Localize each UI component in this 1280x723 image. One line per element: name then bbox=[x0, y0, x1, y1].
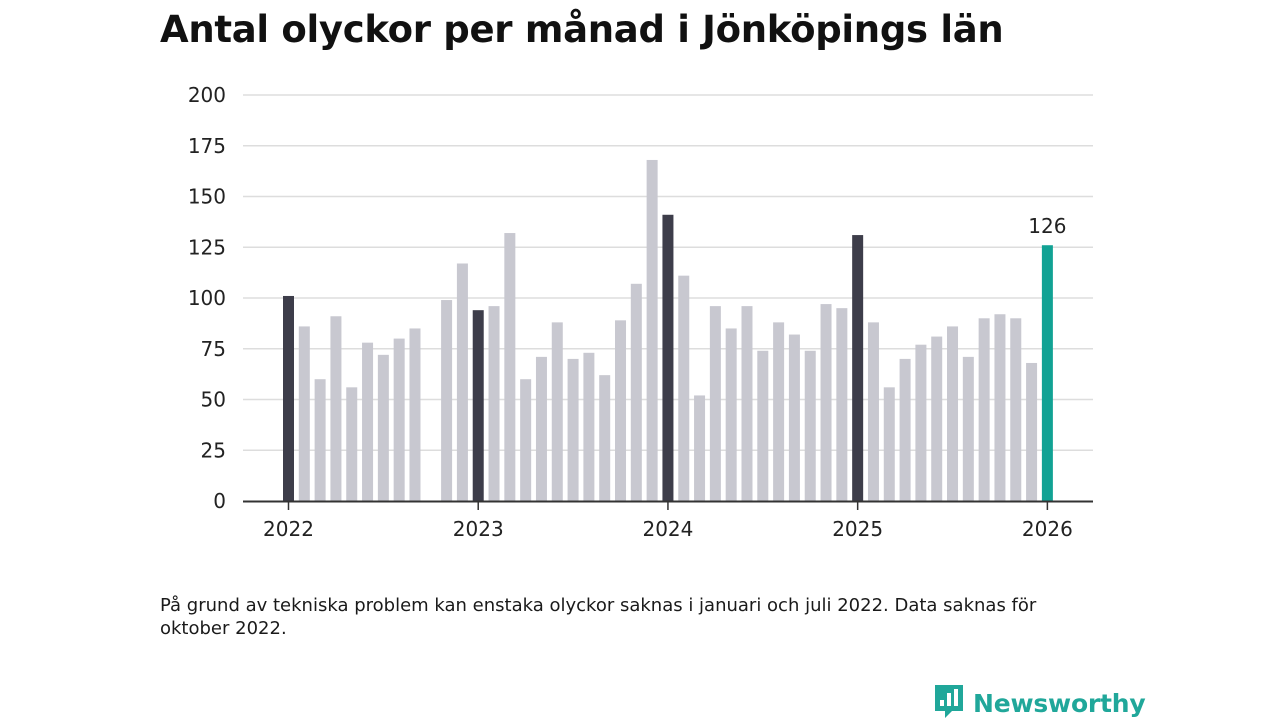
bar-2024-11 bbox=[820, 304, 832, 501]
y-tick-label: 75 bbox=[201, 337, 226, 361]
x-tick-label: 2022 bbox=[263, 517, 314, 541]
y-tick-label: 100 bbox=[188, 286, 226, 310]
bar-2023-10 bbox=[615, 320, 627, 501]
bar-2022-07 bbox=[377, 354, 389, 501]
bar-2023-07 bbox=[567, 358, 579, 501]
y-axis-labels: 0 25 50 75 100 125 150 175 200 bbox=[188, 83, 226, 513]
bar-2023-05 bbox=[535, 356, 547, 501]
bar-2024-04 bbox=[709, 306, 721, 501]
bar-2024-06 bbox=[741, 306, 753, 501]
bar-2022-12 bbox=[456, 263, 468, 501]
bar-2023-02 bbox=[488, 306, 500, 501]
footnote: På grund av tekniska problem kan enstaka… bbox=[160, 595, 1037, 639]
brand-logo[interactable]: Newsworthy bbox=[933, 683, 1146, 723]
bar-2024-08 bbox=[773, 322, 785, 501]
bar-2023-06 bbox=[551, 322, 563, 501]
bar-2024-03 bbox=[694, 395, 706, 501]
y-tick-label: 150 bbox=[188, 185, 226, 209]
bar-2023-01 bbox=[472, 310, 484, 501]
y-tick-label: 0 bbox=[213, 489, 226, 513]
bar-2023-04 bbox=[520, 379, 532, 501]
bar-2023-12 bbox=[646, 159, 658, 501]
y-tick-label: 200 bbox=[188, 83, 226, 107]
bar-2025-04 bbox=[899, 358, 911, 501]
bar-2022-06 bbox=[362, 342, 374, 501]
bar-2022-08 bbox=[393, 338, 405, 501]
annotations: 126 bbox=[1028, 214, 1066, 238]
bar-2023-11 bbox=[630, 283, 642, 501]
bar-2024-09 bbox=[788, 334, 800, 501]
bar-2025-06 bbox=[931, 336, 943, 501]
x-tick-label: 2026 bbox=[1022, 517, 1073, 541]
bar-2025-10 bbox=[994, 314, 1006, 501]
bar-2024-12 bbox=[836, 308, 848, 501]
y-tick-label: 175 bbox=[188, 134, 226, 158]
bar-2022-09 bbox=[409, 328, 421, 501]
data-label: 126 bbox=[1028, 214, 1066, 238]
bar-2024-02 bbox=[678, 275, 690, 501]
x-tick-label: 2025 bbox=[832, 517, 883, 541]
bar-2023-03 bbox=[504, 233, 516, 502]
y-tick-label: 125 bbox=[188, 235, 226, 259]
bar-2025-01 bbox=[852, 235, 864, 501]
bar-2024-10 bbox=[804, 350, 816, 501]
bar-2022-04 bbox=[330, 316, 342, 501]
bar-2024-01 bbox=[662, 214, 674, 501]
chart-title: Antal olyckor per månad i Jönköpings län bbox=[160, 8, 1004, 51]
brand-name: Newsworthy bbox=[973, 688, 1146, 718]
bar-2025-05 bbox=[915, 344, 927, 501]
bar-2023-08 bbox=[583, 352, 595, 501]
bar-2026-01 bbox=[1041, 245, 1053, 501]
bar-2025-02 bbox=[867, 322, 879, 501]
bar-2025-03 bbox=[883, 387, 895, 501]
bar-2025-11 bbox=[1010, 318, 1022, 501]
bar-2025-08 bbox=[962, 356, 974, 501]
x-tick-label: 2024 bbox=[642, 517, 693, 541]
y-tick-label: 50 bbox=[201, 388, 226, 412]
bar-2022-02 bbox=[298, 326, 310, 501]
bar-2022-01 bbox=[283, 295, 294, 501]
bar-2024-07 bbox=[757, 350, 769, 501]
x-tick-label: 2023 bbox=[453, 517, 504, 541]
bar-2024-05 bbox=[725, 328, 737, 501]
bars bbox=[283, 159, 1053, 502]
bar-2025-07 bbox=[947, 326, 959, 501]
newsworthy-logo-icon bbox=[933, 683, 965, 723]
bar-2023-09 bbox=[599, 375, 611, 501]
bar-2025-09 bbox=[978, 318, 990, 501]
bar-2022-03 bbox=[314, 379, 326, 501]
bar-2025-12 bbox=[1026, 362, 1038, 501]
bar-2022-11 bbox=[441, 300, 453, 501]
y-tick-label: 25 bbox=[201, 438, 226, 462]
bar-2022-05 bbox=[346, 387, 358, 501]
x-axis-ticks: 2022 2023 2024 2025 2026 bbox=[263, 501, 1073, 541]
